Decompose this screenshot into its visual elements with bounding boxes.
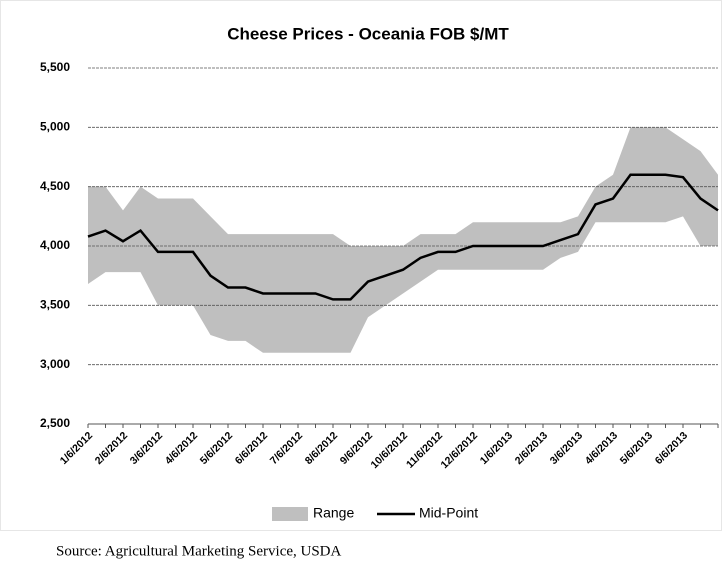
y-tick-label: 5,500 — [40, 60, 70, 74]
y-tick-label: 3,000 — [40, 357, 70, 371]
y-tick-label: 3,500 — [40, 298, 70, 312]
chart-title: Cheese Prices - Oceania FOB $/MT — [227, 24, 509, 43]
mid-point-line — [87, 173, 719, 301]
legend-label: Range — [313, 505, 354, 521]
source-note: Source: Agricultural Marketing Service, … — [56, 543, 342, 559]
y-tick-label: 2,500 — [40, 416, 70, 430]
range-band — [88, 127, 718, 353]
y-tick-label: 5,000 — [40, 120, 70, 134]
y-tick-label: 4,000 — [40, 238, 70, 252]
legend-label: Mid-Point — [419, 505, 478, 521]
y-tick-label: 4,500 — [40, 179, 70, 193]
legend-swatch — [272, 507, 308, 521]
